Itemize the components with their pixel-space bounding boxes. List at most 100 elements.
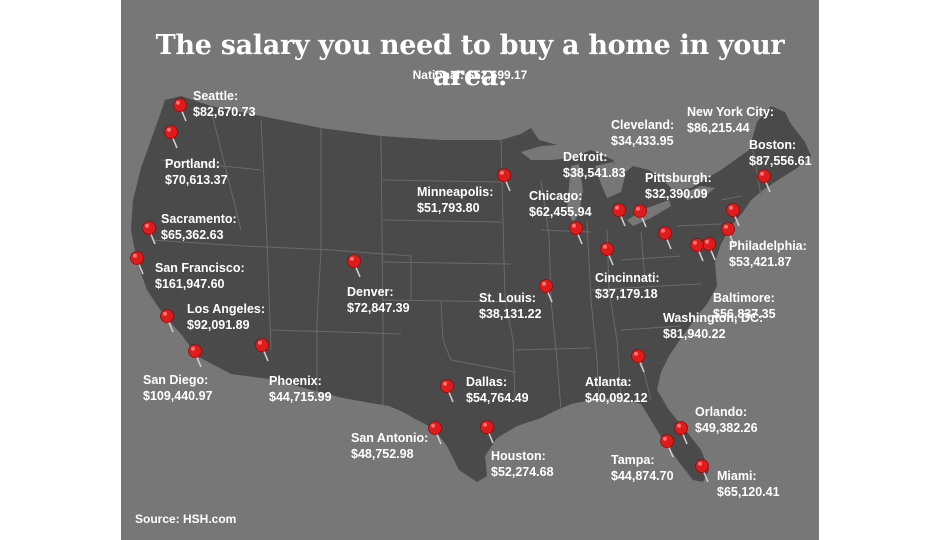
map-pin-icon: [347, 254, 361, 268]
map-pin-icon: [658, 226, 672, 240]
map-pin-icon: [702, 237, 716, 251]
pin-highlight: [693, 240, 697, 245]
city-salary: $54,764.49: [466, 391, 529, 405]
pin-highlight: [258, 340, 262, 345]
pin-boston: [757, 169, 771, 193]
map-pin-icon: [569, 221, 583, 235]
pin-highlight: [350, 256, 354, 261]
map-pin-icon: [633, 204, 647, 218]
us-mainland-shape: [131, 96, 811, 482]
pin-highlight: [431, 423, 435, 428]
city-label-dallas: Dallas: $54,764.49: [466, 374, 529, 406]
city-salary: $51,793.80: [417, 201, 480, 215]
pin-highlight: [145, 223, 149, 228]
map-pin-icon: [428, 421, 442, 435]
pin-highlight: [163, 311, 167, 316]
pin-detroit: [612, 203, 626, 227]
map-pin-icon: [631, 349, 645, 363]
city-label-washington-dc: Washington, DC: $81,940.22: [663, 310, 763, 342]
city-label-tampa: Tampa: $44,874.70: [611, 452, 674, 484]
city-salary: $34,433.95: [611, 134, 674, 148]
pin-dallas: [440, 379, 454, 403]
pin-atlanta: [631, 349, 645, 373]
pin-new-york-city: [726, 203, 740, 227]
city-name: Seattle:: [193, 89, 239, 103]
pin-highlight: [483, 422, 487, 427]
map-pin-icon: [173, 98, 187, 112]
city-name: Chicago:: [529, 189, 583, 203]
pin-highlight: [636, 206, 640, 211]
lake-huron: [595, 162, 625, 198]
city-name: San Diego:: [143, 373, 209, 387]
city-name: Houston:: [491, 449, 546, 463]
city-salary: $38,131.22: [479, 307, 542, 321]
city-label-san-antonio: San Antonio: $48,752.98: [351, 430, 428, 462]
pin-highlight: [760, 171, 764, 176]
city-salary: $81,940.22: [663, 327, 726, 341]
city-name: Cincinnati:: [595, 271, 660, 285]
pin-layer: [130, 98, 771, 483]
pin-los-angeles: [160, 309, 174, 333]
city-label-minneapolis: Minneapolis: $51,793.80: [417, 184, 493, 216]
pin-san-antonio: [428, 421, 442, 445]
city-name: Baltimore:: [713, 291, 775, 305]
city-label-miami: Miami: $65,120.41: [717, 468, 780, 500]
city-salary: $53,421.87: [729, 255, 792, 269]
city-salary: $86,215.44: [687, 121, 750, 135]
state-borders: [150, 109, 762, 411]
city-label-san-francisco: San Francisco: $161,947.60: [155, 260, 245, 292]
city-salary: $82,670.73: [193, 105, 256, 119]
map-pin-icon: [674, 421, 688, 435]
city-name: Orlando:: [695, 405, 748, 419]
city-label-cincinnati: Cincinnati: $37,179.18: [595, 270, 660, 302]
map-pin-icon: [695, 459, 709, 473]
city-name: St. Louis:: [479, 291, 536, 305]
source-credit: Source: HSH.com: [135, 512, 237, 526]
pin-highlight: [542, 281, 546, 286]
city-salary: $72,847.39: [347, 301, 410, 315]
pin-highlight: [663, 436, 667, 441]
city-name: New York City:: [687, 105, 775, 119]
city-name: Minneapolis:: [417, 185, 494, 199]
city-name: Denver:: [347, 285, 394, 299]
pin-orlando: [674, 421, 688, 445]
pin-highlight: [615, 205, 619, 210]
map-pin-icon: [721, 222, 735, 236]
city-name: Boston:: [749, 138, 797, 152]
map-pin-icon: [440, 379, 454, 393]
map-pin-icon: [600, 242, 614, 256]
pin-highlight: [677, 423, 681, 428]
map-pin-icon: [160, 309, 174, 323]
city-name: Washington, DC:: [663, 311, 764, 325]
city-salary: $65,362.63: [161, 228, 224, 242]
city-label-denver: Denver: $72,847.39: [347, 284, 410, 316]
city-name: San Antonio:: [351, 431, 429, 445]
city-salary: $37,179.18: [595, 287, 658, 301]
city-salary: $65,120.41: [717, 485, 780, 499]
map-pin-icon: [690, 238, 704, 252]
city-salary: $87,556.61: [749, 154, 812, 168]
pin-tampa: [660, 434, 674, 458]
city-name: Atlanta:: [585, 375, 632, 389]
city-salary: $32,390.09: [645, 187, 708, 201]
city-salary: $161,947.60: [155, 277, 225, 291]
pin-pittsburgh: [658, 226, 672, 250]
city-label-chicago: Chicago: $62,455.94: [529, 188, 592, 220]
pin-highlight: [176, 100, 180, 105]
pin-highlight: [167, 127, 171, 132]
city-name: Portland:: [165, 157, 220, 171]
pin-san-francisco: [130, 251, 144, 275]
city-label-portland: Portland: $70,613.37: [165, 156, 228, 188]
lake-erie: [627, 200, 671, 226]
city-salary: $49,382.26: [695, 421, 758, 435]
city-name: San Francisco:: [155, 261, 245, 275]
pin-highlight: [634, 351, 638, 356]
city-label-new-york-city: New York City: $86,215.44: [687, 104, 774, 136]
map-pin-icon: [612, 203, 626, 217]
city-salary: $48,752.98: [351, 447, 414, 461]
pin-sacramento: [142, 221, 156, 245]
pin-highlight: [724, 224, 728, 229]
pin-cincinnati: [600, 242, 614, 266]
city-label-houston: Houston: $52,274.68: [491, 448, 554, 480]
lake-michigan: [567, 164, 583, 222]
